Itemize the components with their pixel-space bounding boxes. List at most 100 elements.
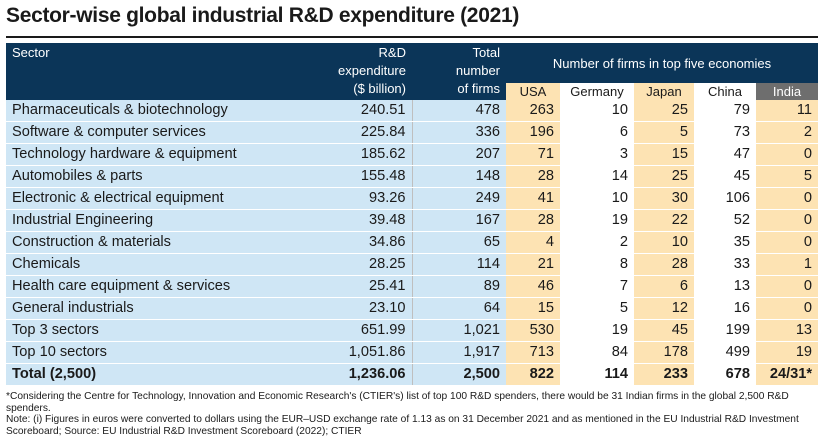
cell-sector: Technology hardware & equipment <box>6 143 312 166</box>
header-country-india: India <box>756 83 819 100</box>
cell-india: 11 <box>756 100 819 122</box>
cell-japan: 15 <box>634 143 694 166</box>
cell-japan: 10 <box>634 231 694 254</box>
page-title: Sector-wise global industrial R&D expend… <box>6 4 520 27</box>
cell-usa: 263 <box>506 100 560 122</box>
rd-table: Sector R&D expenditure ($ billion) Total… <box>6 43 819 385</box>
cell-sector: Health care equipment & services <box>6 275 312 298</box>
cell-usa: 21 <box>506 253 560 276</box>
table-row: General industrials 23.10 64 15 5 12 16 0 <box>6 297 819 320</box>
cell-usa: 46 <box>506 275 560 298</box>
table-row: Top 10 sectors 1,051.86 1,917 713 84 178 499 19 <box>6 341 819 364</box>
cell-germany: 10 <box>560 187 634 210</box>
cell-india: 0 <box>756 297 819 320</box>
cell-germany: 6 <box>560 121 634 144</box>
table-row: Electronic & electrical equipment 93.26 24… <box>6 187 819 210</box>
cell-japan: 178 <box>634 341 694 364</box>
cell-japan: 6 <box>634 275 694 298</box>
cell-sector: Automobiles & parts <box>6 165 312 188</box>
cell-firms: 65 <box>411 231 506 254</box>
cell-germany: 14 <box>560 165 634 188</box>
cell-japan: 22 <box>634 209 694 232</box>
header-country-china: China <box>694 83 756 100</box>
cell-firms: 478 <box>411 100 506 122</box>
cell-germany: 10 <box>560 100 634 122</box>
cell-firms: 167 <box>411 209 506 232</box>
cell-firms: 207 <box>411 143 506 166</box>
cell-japan: 30 <box>634 187 694 210</box>
table-row: Automobiles & parts 155.48 148 28 14 25 45 5 <box>6 165 819 188</box>
cell-germany: 19 <box>560 209 634 232</box>
header-group: Number of firms in top five economies <box>506 43 819 83</box>
total-row: Total (2,500) 1,236.06 2,500 822 114 233 678 24… <box>6 363 819 385</box>
cell-india: 0 <box>756 187 819 210</box>
header-rd-expenditure: R&D expenditure ($ billion) <box>312 43 412 100</box>
cell-japan: 25 <box>634 100 694 122</box>
cell-japan: 45 <box>634 319 694 342</box>
cell-firms: 1,917 <box>411 341 506 364</box>
cell-firms: 249 <box>411 187 506 210</box>
header-rd-line3: ($ billion) <box>353 81 406 96</box>
cell-india: 24/31* <box>756 363 819 385</box>
header-rd-line1: R&D <box>378 45 406 60</box>
cell-rd: 39.48 <box>312 209 412 232</box>
cell-germany: 5 <box>560 297 634 320</box>
cell-india: 13 <box>756 319 819 342</box>
header-firms-line2: number <box>455 63 500 78</box>
table-row: Industrial Engineering 39.48 167 28 19 22 52 0 <box>6 209 819 232</box>
cell-china: 199 <box>694 319 756 342</box>
cell-japan: 28 <box>634 253 694 276</box>
cell-sector: Industrial Engineering <box>6 209 312 232</box>
table-row: Construction & materials 34.86 65 4 2 10 35 0 <box>6 231 819 254</box>
cell-japan: 233 <box>634 363 694 385</box>
header-total-firms: Total number of firms <box>412 43 506 100</box>
cell-rd: 185.62 <box>312 143 412 166</box>
table-row: Pharmaceuticals & biotechnology 240.51 478… <box>6 100 819 122</box>
cell-germany: 7 <box>560 275 634 298</box>
cell-germany: 8 <box>560 253 634 276</box>
cell-germany: 3 <box>560 143 634 166</box>
cell-usa: 71 <box>506 143 560 166</box>
cell-usa: 28 <box>506 209 560 232</box>
cell-rd: 28.25 <box>312 253 412 276</box>
cell-india: 2 <box>756 121 819 144</box>
cell-china: 499 <box>694 341 756 364</box>
cell-firms: 2,500 <box>411 363 506 385</box>
header-firms-line1: Total <box>472 45 500 60</box>
cell-japan: 25 <box>634 165 694 188</box>
cell-china: 79 <box>694 100 756 122</box>
cell-germany: 2 <box>560 231 634 254</box>
header-rd-line2: expenditure <box>338 63 406 78</box>
cell-firms: 148 <box>411 165 506 188</box>
cell-china: 13 <box>694 275 756 298</box>
cell-usa: 28 <box>506 165 560 188</box>
cell-sector: Top 10 sectors <box>6 341 312 364</box>
cell-sector: General industrials <box>6 297 312 320</box>
cell-sector: Top 3 sectors <box>6 319 312 342</box>
cell-germany: 19 <box>560 319 634 342</box>
cell-india: 5 <box>756 165 819 188</box>
footnotes: *Considering the Centre for Technology, … <box>6 391 821 437</box>
cell-china: 33 <box>694 253 756 276</box>
cell-japan: 12 <box>634 297 694 320</box>
cell-rd: 225.84 <box>312 121 412 144</box>
cell-china: 47 <box>694 143 756 166</box>
table-row: Chemicals 28.25 114 21 8 28 33 1 <box>6 253 819 276</box>
cell-firms: 114 <box>411 253 506 276</box>
cell-rd: 240.51 <box>312 100 412 122</box>
cell-china: 678 <box>694 363 756 385</box>
header-country-usa: USA <box>506 83 560 100</box>
cell-india: 19 <box>756 341 819 364</box>
cell-firms: 336 <box>411 121 506 144</box>
cell-india: 0 <box>756 231 819 254</box>
cell-china: 16 <box>694 297 756 320</box>
cell-usa: 4 <box>506 231 560 254</box>
cell-germany: 114 <box>560 363 634 385</box>
cell-sector: Software & computer services <box>6 121 312 144</box>
cell-firms: 89 <box>411 275 506 298</box>
cell-china: 45 <box>694 165 756 188</box>
cell-usa: 41 <box>506 187 560 210</box>
header-firms-line3: of firms <box>457 81 500 96</box>
cell-india: 1 <box>756 253 819 276</box>
cell-china: 52 <box>694 209 756 232</box>
